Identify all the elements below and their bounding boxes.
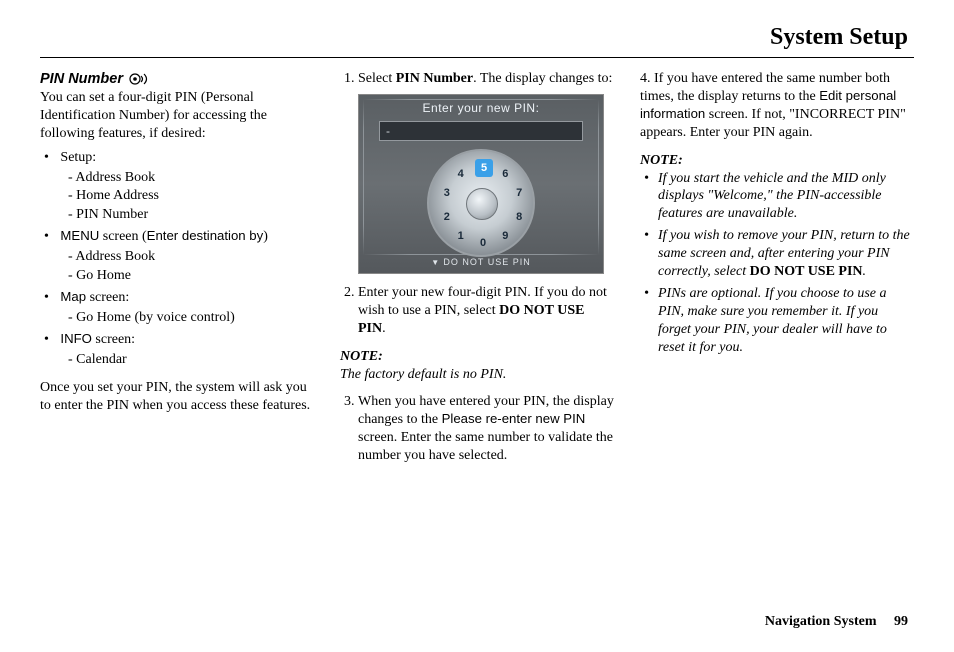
- note-label-2: NOTE:: [640, 152, 914, 170]
- note-text: The factory default is no PIN.: [340, 366, 614, 384]
- note-label: NOTE:: [340, 348, 614, 366]
- note-item: If you start the vehicle and the MID onl…: [644, 170, 914, 224]
- column-3: If you have entered the same number both…: [640, 70, 914, 475]
- steps-list-4: If you have entered the same number both…: [640, 70, 914, 142]
- page-footer: Navigation System 99: [765, 614, 908, 630]
- note2-bold: DO NOT USE PIN: [750, 264, 863, 279]
- group-info: INFO screen: Calendar: [44, 331, 314, 369]
- group-label-suffix: screen:: [92, 332, 135, 347]
- item: Address Book: [68, 248, 314, 266]
- item: Address Book: [68, 169, 314, 187]
- item: Home Address: [68, 187, 314, 205]
- step2-text-c: .: [382, 321, 386, 336]
- dial-digit: 1: [453, 228, 469, 244]
- page-title: System Setup: [40, 24, 914, 58]
- note-bullets: If you start the vehicle and the MID onl…: [640, 170, 914, 357]
- group-label-suffix: screen:: [86, 290, 129, 305]
- group-label-sans: Map: [60, 289, 86, 304]
- dial-digit: 4: [453, 166, 469, 182]
- outro-paragraph: Once you set your PIN, the system will a…: [40, 379, 314, 415]
- note-item: If you wish to remove your PIN, return t…: [644, 227, 914, 281]
- scr-footer: DO NOT USE PIN: [359, 257, 603, 269]
- step1-text-c: . The display changes to:: [473, 71, 612, 86]
- step-3: When you have entered your PIN, the disp…: [358, 393, 614, 465]
- dial-digit: 2: [439, 209, 455, 225]
- intro-paragraph: You can set a four-digit PIN (Personal I…: [40, 89, 314, 143]
- pin-number-heading: PIN Number: [40, 70, 151, 89]
- steps-list: Select PIN Number. The display changes t…: [340, 70, 614, 338]
- scr-title: Enter your new PIN:: [379, 101, 583, 119]
- dial-digit: 0: [475, 235, 491, 251]
- scr-border-right: [598, 99, 599, 255]
- step3-sans: Please re-enter new PIN: [442, 411, 586, 426]
- step3-text-c: screen. Enter the same number to validat…: [358, 430, 613, 463]
- group-items: Address Book Home Address PIN Number: [44, 169, 314, 225]
- group-label-mid: screen (: [99, 229, 146, 244]
- dial-digit: 5: [475, 159, 493, 177]
- scr-dial: 56 7 8 901 2 3 4: [427, 149, 535, 257]
- group-label: Setup:: [60, 150, 96, 165]
- item: Calendar: [68, 351, 314, 369]
- note-item: PINs are optional. If you choose to use …: [644, 285, 914, 357]
- heading-text: PIN Number: [40, 70, 123, 89]
- pin-entry-screenshot: Enter your new PIN: - 56 7 8 901 2 3 4 DO NOT …: [358, 94, 604, 274]
- scr-border-left: [363, 99, 364, 255]
- item: Go Home (by voice control): [68, 309, 314, 327]
- column-2: Select PIN Number. The display changes t…: [340, 70, 614, 475]
- footer-page-number: 99: [880, 614, 908, 629]
- steps-list-cont: When you have entered your PIN, the disp…: [340, 393, 614, 465]
- group-label-sans: MENU: [60, 228, 99, 243]
- group-menu: MENU screen (Enter destination by) Addre…: [44, 228, 314, 285]
- voice-recognition-icon: [129, 73, 151, 85]
- step-1: Select PIN Number. The display changes t…: [358, 70, 614, 274]
- content-columns: PIN Number You can set a four-digit PIN …: [40, 70, 914, 475]
- footer-label: Navigation System: [765, 614, 877, 629]
- group-label-sans: INFO: [60, 331, 92, 346]
- feature-groups: Setup: Address Book Home Address PIN Num…: [40, 149, 314, 369]
- dial-digit: 6: [497, 166, 513, 182]
- item: Go Home: [68, 267, 314, 285]
- group-map: Map screen: Go Home (by voice control): [44, 289, 314, 327]
- step1-bold: PIN Number: [396, 71, 473, 86]
- group-items: Calendar: [44, 351, 314, 369]
- item: PIN Number: [68, 206, 314, 224]
- step-2: Enter your new four-digit PIN. If you do…: [358, 284, 614, 338]
- scr-pin-field: -: [379, 121, 583, 141]
- step1-text-a: Select: [358, 71, 396, 86]
- dial-digit: 8: [511, 209, 527, 225]
- column-1: PIN Number You can set a four-digit PIN …: [40, 70, 314, 475]
- group-items: Go Home (by voice control): [44, 309, 314, 327]
- group-setup: Setup: Address Book Home Address PIN Num…: [44, 149, 314, 225]
- group-label-sans2: Enter destination by: [147, 228, 264, 243]
- dial-digit: 7: [511, 185, 527, 201]
- dial-digit: 3: [439, 185, 455, 201]
- group-items: Address Book Go Home: [44, 248, 314, 285]
- step-4: If you have entered the same number both…: [640, 70, 914, 142]
- group-label-suffix: ): [263, 229, 268, 244]
- dial-digit: 9: [497, 228, 513, 244]
- note2-b: .: [863, 264, 867, 279]
